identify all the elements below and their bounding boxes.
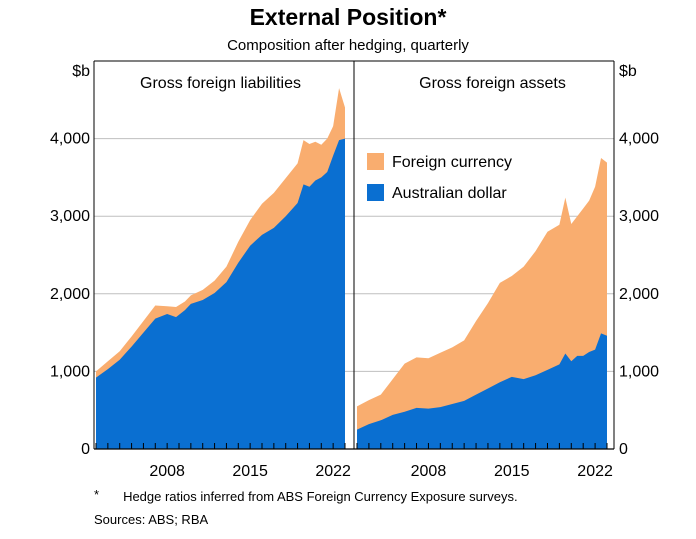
axis-labels: Gross foreign liabilities 2008 2015 2022 Gro… (50, 63, 659, 480)
x-tick-label: 2022 (315, 463, 351, 480)
y-tick-label-left: 1,000 (50, 363, 90, 380)
area-series (96, 88, 607, 449)
chart-subtitle: Composition after hedging, quarterly (227, 37, 469, 54)
x-tick-label: 2015 (494, 463, 530, 480)
y-tick-label-right: 4,000 (619, 131, 659, 148)
footnote: * Hedge ratios inferred from ABS Foreign … (94, 487, 518, 504)
x-tick-label: 2008 (411, 463, 447, 480)
y-tick-label-left: 2,000 (50, 286, 90, 303)
sources-note: Sources: ABS; RBA (94, 512, 209, 527)
legend-swatch (367, 153, 384, 170)
x-tick-label: 2022 (577, 463, 613, 480)
x-tick-label: 2008 (149, 463, 185, 480)
panel-frames (93, 60, 615, 450)
legend-swatch (367, 184, 384, 201)
area-australian-dollar (357, 333, 607, 449)
footnote-mark: * (94, 487, 100, 502)
chart-title: External Position* (249, 4, 447, 30)
y-tick-label-right: 0 (619, 441, 628, 458)
legend: Foreign currency Australian dollar (367, 153, 512, 202)
footnote-text: Hedge ratios inferred from ABS Foreign C… (123, 489, 518, 504)
y-unit-right: $b (619, 63, 637, 80)
panel-title: Gross foreign assets (419, 75, 566, 92)
y-tick-label-right: 1,000 (619, 363, 659, 380)
y-tick-label-right: 3,000 (619, 208, 659, 225)
area-australian-dollar (96, 138, 345, 449)
y-tick-label-right: 2,000 (619, 286, 659, 303)
y-tick-label-left: 3,000 (50, 208, 90, 225)
y-unit-left: $b (72, 63, 90, 80)
legend-label: Australian dollar (392, 185, 507, 202)
legend-label: Foreign currency (392, 154, 512, 171)
x-tick-label: 2015 (232, 463, 268, 480)
y-tick-label-left: 0 (81, 441, 90, 458)
y-tick-label-left: 4,000 (50, 131, 90, 148)
panel-title: Gross foreign liabilities (140, 75, 301, 92)
